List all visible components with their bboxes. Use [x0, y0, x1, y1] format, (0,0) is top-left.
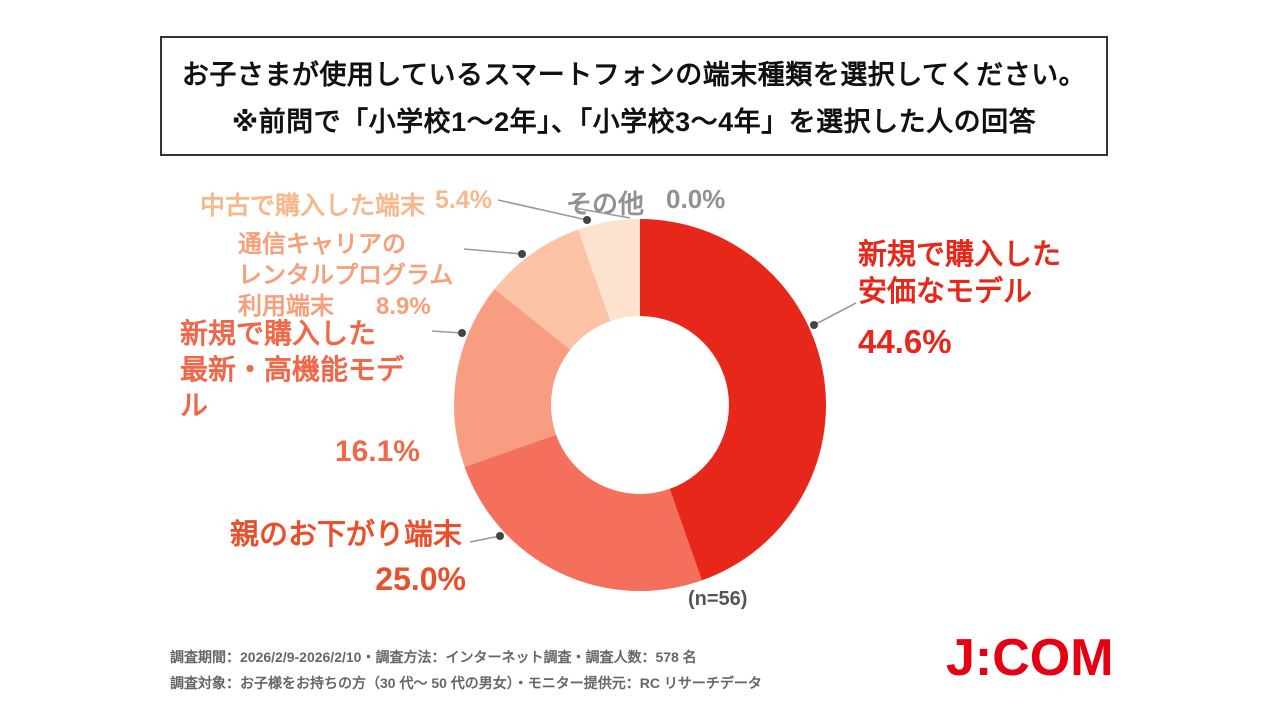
leader-dot-4 — [583, 216, 591, 224]
leader-line-3 — [463, 248, 523, 255]
leader-line-5 — [574, 207, 631, 219]
callout-parents-hand-me-down: 親のお下がり端末 25.0% — [230, 518, 466, 596]
pie-segment-3 — [494, 229, 611, 350]
callout-label-line: 安価なモデル — [858, 276, 1033, 308]
pie-segment-1 — [464, 434, 702, 591]
survey-footnote-line: 調査期間：2026/2/9-2026/2/10・調査方法：インターネット調査・調… — [170, 649, 697, 665]
leader-line-2 — [431, 330, 463, 334]
leader-dot-3 — [518, 250, 526, 258]
callout-other: その他 0.0% — [566, 184, 725, 221]
leader-line-4 — [497, 199, 588, 221]
callout-new-high-end-model: 新規で購入した 最新・高機能モデル 16.1% — [180, 316, 420, 470]
leader-line-1 — [469, 535, 501, 543]
callout-percent: 8.9% — [376, 293, 431, 320]
pie-segment-0 — [640, 219, 827, 581]
callout-label-line: 利用端末 — [238, 293, 334, 320]
callout-percent: 0.0% — [666, 184, 726, 214]
callout-label-line: 新規で購入した — [180, 318, 377, 349]
jcom-logo: J:COM — [946, 629, 1114, 687]
question-title: お子さまが使用しているスマートフォンの端末種類を選択してください。 — [181, 60, 1087, 90]
callout-percent: 5.4% — [435, 186, 492, 214]
sample-size-note: (n=56) — [688, 588, 748, 610]
callout-percent: 16.1% — [334, 435, 420, 468]
survey-footnote-line: 調査対象：お子様をお持ちの方（30 代〜 50 代の男女）・モニター提供元：RC… — [170, 675, 762, 691]
pie-segment-4 — [578, 219, 640, 322]
callout-label-line: レンタルプログラム — [238, 262, 454, 289]
leader-line-0 — [813, 302, 857, 326]
callout-used-device: 中古で購入した端末 5.4% — [200, 186, 492, 222]
callout-carrier-rental-program: 通信キャリアの レンタルプログラム 利用端末 8.9% — [238, 229, 453, 322]
callout-label-line: その他 — [566, 189, 645, 219]
leader-dot-0 — [810, 321, 818, 329]
callout-label-line: 中古で購入した端末 — [200, 192, 426, 220]
callout-new-budget-model: 新規で購入した 安価なモデル 44.6% — [858, 237, 1061, 360]
callout-label-line: 親のお下がり端末 — [230, 519, 463, 551]
callout-label-line: 新規で購入した — [858, 239, 1062, 271]
leader-dot-1 — [496, 532, 504, 540]
leader-dot-2 — [458, 329, 466, 337]
question-subtitle: ※前問で「小学校1〜2年」、「小学校3〜4年」を選択した人の回答 — [231, 107, 1037, 137]
callout-label-line: 最新・高機能モデル — [180, 354, 405, 421]
callout-percent: 25.0% — [375, 561, 466, 597]
pie-segment-2 — [454, 289, 571, 467]
callout-label-line: 通信キャリアの — [238, 231, 406, 258]
question-title-box: お子さまが使用しているスマートフォンの端末種類を選択してください。 ※前問で「小… — [160, 36, 1108, 156]
callout-percent: 44.6% — [858, 323, 952, 360]
survey-footnote: 調査期間：2026/2/9-2026/2/10・調査方法：インターネット調査・調… — [170, 644, 762, 696]
